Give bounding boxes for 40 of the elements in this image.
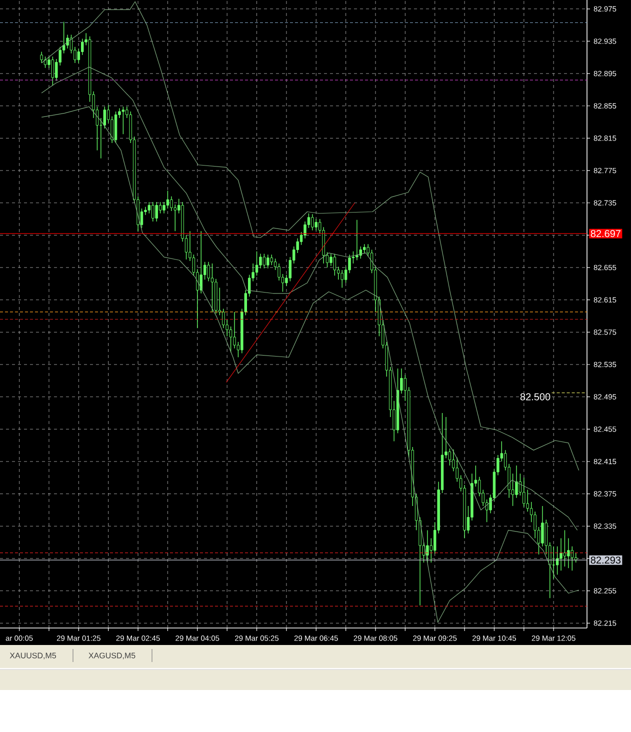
- candlestick: [162, 202, 166, 214]
- text: XAUUSD,M5: [10, 652, 56, 660]
- candlestick: [278, 263, 280, 281]
- candlestick: [170, 196, 173, 212]
- candlestick: [155, 202, 158, 222]
- candlestick: [356, 219, 358, 261]
- candlestick: [233, 312, 236, 349]
- candlestick: [340, 270, 344, 288]
- candlestick: [122, 106, 125, 135]
- candlestick: [262, 253, 266, 269]
- candlestick: [560, 538, 562, 571]
- ref-line-label: 82.500: [520, 393, 550, 400]
- candlestick: [40, 51, 43, 64]
- candlestick: [207, 262, 210, 282]
- candlestick: [304, 221, 306, 239]
- text: XAGUSD,M5: [88, 652, 136, 660]
- candlestick: [314, 218, 318, 231]
- ref-line-label: 82.697: [590, 230, 620, 238]
- candlestick: [166, 190, 170, 209]
- candlestick: [448, 448, 452, 466]
- candlestick: [330, 253, 332, 266]
- candlestick: [66, 34, 69, 49]
- candlestick: [426, 530, 429, 563]
- candlestick: [259, 253, 262, 269]
- candlestick: [556, 546, 559, 575]
- candlestick: [541, 506, 544, 547]
- candlestick: [266, 254, 270, 269]
- candlestick: [333, 253, 336, 276]
- candlestick: [200, 230, 202, 294]
- candlestick: [210, 263, 214, 312]
- candlestick: [229, 326, 232, 353]
- candlestick: [51, 56, 54, 86]
- candlestick: [311, 214, 314, 231]
- ref-line-label: 82.293: [590, 556, 621, 564]
- candlestick: [567, 538, 570, 569]
- candlestick: [574, 552, 578, 563]
- candlestick: [152, 202, 154, 222]
- candlestick: [270, 254, 273, 266]
- candlestick: [522, 477, 526, 508]
- candlestick: [515, 465, 518, 498]
